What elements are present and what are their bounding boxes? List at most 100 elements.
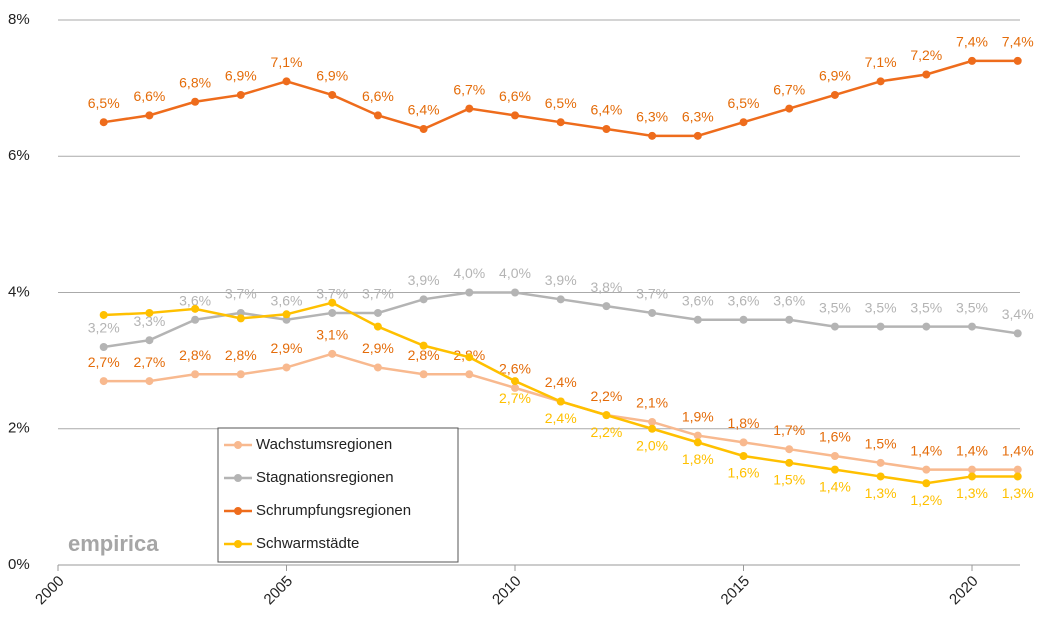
legend-marker: [234, 474, 242, 482]
point: [602, 125, 611, 133]
value-label: 2,4%: [545, 374, 577, 390]
point: [830, 465, 839, 474]
y-tick-label: 6%: [8, 147, 30, 164]
point: [282, 77, 291, 86]
y-tick-label: 0%: [8, 556, 30, 573]
value-label: 6,6%: [133, 88, 165, 104]
value-label: 6,5%: [545, 95, 577, 111]
value-label: 1,3%: [956, 485, 988, 501]
value-label: 3,5%: [865, 299, 897, 315]
point: [465, 353, 474, 362]
point: [419, 370, 428, 379]
value-label: 6,6%: [499, 88, 531, 104]
point: [99, 377, 108, 386]
point: [648, 308, 657, 317]
point: [282, 363, 291, 372]
value-label: 3,5%: [956, 299, 988, 315]
value-label: 3,7%: [362, 286, 394, 302]
value-label: 3,6%: [179, 292, 211, 308]
value-label: 2,6%: [499, 361, 531, 377]
value-label: 1,2%: [910, 492, 942, 508]
value-label: 6,3%: [682, 109, 714, 125]
point: [693, 438, 702, 447]
value-label: 3,6%: [682, 292, 714, 308]
point: [968, 322, 977, 331]
point: [785, 104, 794, 113]
point: [876, 322, 885, 331]
point: [556, 118, 565, 127]
y-tick-label: 2%: [8, 420, 30, 437]
point: [1013, 465, 1022, 474]
point: [602, 302, 611, 311]
point: [328, 349, 337, 358]
point: [968, 56, 977, 65]
value-label: 2,8%: [179, 347, 211, 363]
point: [191, 304, 200, 313]
point: [739, 315, 748, 324]
point: [785, 458, 794, 467]
value-label: 6,6%: [362, 88, 394, 104]
y-tick-label: 4%: [8, 283, 30, 300]
x-tick-label: 2000: [32, 573, 68, 609]
value-label: 3,7%: [636, 286, 668, 302]
value-label: 6,3%: [636, 109, 668, 125]
value-label: 3,6%: [773, 292, 805, 308]
value-label: 1,3%: [1002, 485, 1034, 501]
value-label: 3,4%: [1002, 306, 1034, 322]
legend-marker: [234, 507, 242, 515]
value-label: 1,9%: [682, 408, 714, 424]
point: [602, 411, 611, 420]
point: [99, 310, 108, 319]
value-label: 2,8%: [225, 347, 257, 363]
value-label: 2,0%: [636, 437, 668, 453]
value-label: 3,5%: [910, 299, 942, 315]
value-label: 2,9%: [362, 340, 394, 356]
value-label: 6,8%: [179, 74, 211, 90]
point: [191, 370, 200, 379]
point: [145, 336, 154, 345]
value-label: 1,6%: [728, 465, 760, 481]
point: [419, 295, 428, 304]
value-label: 7,1%: [271, 54, 303, 70]
x-tick-label: 2020: [946, 573, 982, 609]
point: [968, 465, 977, 474]
value-label: 7,1%: [865, 54, 897, 70]
legend-label: Schwarmstädte: [256, 535, 359, 552]
point: [328, 298, 337, 307]
value-label: 6,7%: [773, 81, 805, 97]
point: [465, 288, 474, 297]
point: [922, 479, 931, 488]
value-label: 7,4%: [1002, 34, 1034, 50]
point: [876, 472, 885, 481]
point: [785, 445, 794, 454]
value-label: 1,5%: [773, 472, 805, 488]
point: [648, 417, 657, 426]
point: [373, 363, 382, 372]
value-label: 6,4%: [408, 102, 440, 118]
value-label: 4,0%: [453, 265, 485, 281]
point: [191, 97, 200, 106]
point: [511, 377, 520, 386]
value-label: 3,7%: [225, 286, 257, 302]
point: [145, 308, 154, 317]
legend-label: Schrumpfungsregionen: [256, 502, 411, 519]
point: [191, 315, 200, 324]
value-label: 1,4%: [819, 478, 851, 494]
value-label: 1,7%: [773, 422, 805, 438]
point: [373, 322, 382, 331]
point: [1013, 472, 1022, 481]
value-label: 7,4%: [956, 34, 988, 50]
x-tick-label: 2010: [489, 573, 525, 609]
point: [739, 438, 748, 447]
legend-box: [217, 427, 459, 563]
value-label: 1,6%: [819, 429, 851, 445]
value-label: 4,0%: [499, 265, 531, 281]
point: [830, 452, 839, 460]
point: [648, 131, 657, 140]
value-label: 2,4%: [545, 410, 577, 426]
point: [236, 314, 245, 323]
point: [739, 118, 748, 127]
value-label: 2,9%: [271, 340, 303, 356]
y-tick-label: 8%: [8, 11, 30, 28]
value-label: 6,5%: [728, 95, 760, 111]
